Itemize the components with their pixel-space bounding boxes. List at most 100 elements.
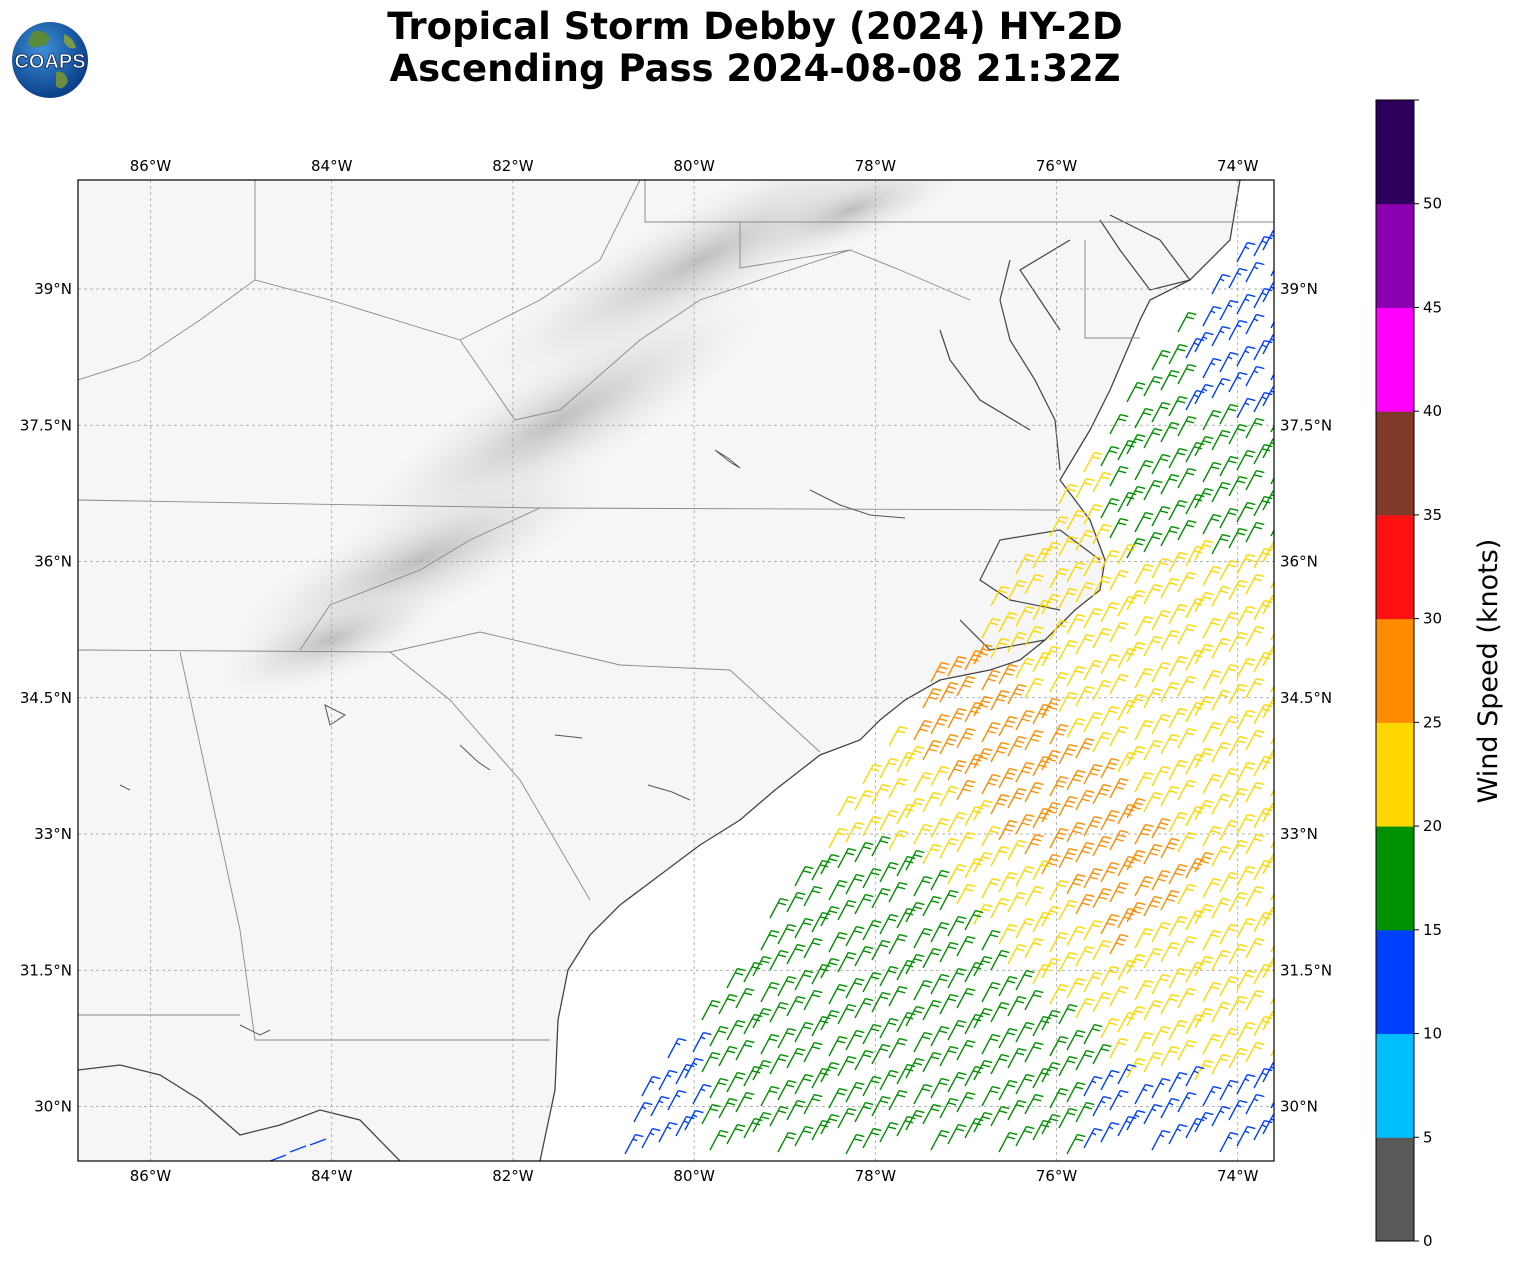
wind-barb-feather <box>890 1121 899 1126</box>
wind-barb-staff <box>1151 1078 1163 1099</box>
wind-barb-staff <box>1117 752 1129 773</box>
lon-tick-bottom: 74°W <box>1217 1167 1259 1185</box>
wind-barb-feather <box>1154 791 1163 796</box>
wind-barb-feather <box>1205 591 1214 596</box>
wind-barb-feather <box>916 1109 925 1114</box>
wind-barb-feather <box>1052 697 1061 702</box>
wind-barb-staff <box>726 1020 738 1041</box>
wind-barb-feather <box>1142 620 1152 624</box>
wind-barb-feather <box>743 1096 753 1100</box>
wind-barb-feather <box>777 1006 787 1010</box>
wind-barb-staff <box>930 818 942 839</box>
wind-barb-feather <box>950 941 959 946</box>
wind-barb-feather <box>1125 1016 1135 1020</box>
wind-barb-feather <box>1236 896 1246 900</box>
wind-barb-staff <box>964 1066 976 1087</box>
wind-barb-feather <box>964 888 974 892</box>
wind-barb-staff <box>1143 844 1155 865</box>
wind-barb-staff <box>1177 1040 1189 1061</box>
wind-barb-staff <box>1117 440 1129 461</box>
wind-barb-feather <box>1279 365 1283 367</box>
wind-barb-feather <box>1069 1107 1078 1112</box>
wind-barb-feather <box>1047 758 1056 762</box>
wind-barb-feather <box>1001 1001 1010 1006</box>
wind-barb-feather <box>984 1111 993 1116</box>
wind-barb-feather <box>941 1025 950 1030</box>
wind-barb-feather <box>1023 610 1033 614</box>
wind-barb-feather <box>870 1028 880 1032</box>
wind-barb-feather <box>836 936 846 940</box>
wind-barb-staff <box>1160 1098 1172 1119</box>
wind-barb-feather <box>1066 1008 1076 1012</box>
wind-barb-feather <box>989 934 999 938</box>
wind-barb-feather <box>1043 911 1052 916</box>
wind-barb-feather <box>1052 1009 1061 1014</box>
wind-barb-staff <box>803 1094 815 1115</box>
wind-barb-feather <box>921 1036 931 1040</box>
wind-barb-feather <box>1013 796 1022 800</box>
wind-barb-feather <box>1032 1046 1042 1050</box>
wind-barb-feather <box>1094 867 1103 872</box>
wind-barb-feather <box>1032 786 1042 790</box>
wind-barb-feather <box>1202 388 1208 392</box>
wind-barb-feather <box>1009 923 1018 928</box>
wind-barb-staff <box>675 1116 687 1137</box>
wind-barb-feather <box>1142 412 1152 416</box>
wind-barb-feather <box>955 712 965 716</box>
wind-barb-feather <box>972 1070 982 1074</box>
wind-barb-feather <box>788 975 797 980</box>
wind-barb-feather <box>930 1056 940 1060</box>
wind-barb-feather <box>1171 889 1180 894</box>
wind-barb-feather <box>916 1005 925 1010</box>
lat-tick-left: 33°N <box>34 825 72 843</box>
wind-barb-staff <box>1134 720 1146 741</box>
wind-barb-staff <box>828 1088 840 1109</box>
wind-barb-feather <box>998 850 1008 854</box>
wind-barb-feather <box>1219 434 1229 438</box>
wind-barb-staff <box>1211 326 1223 347</box>
wind-barb-feather <box>1006 772 1016 776</box>
wind-barb-feather <box>1043 807 1052 812</box>
wind-barb-feather <box>1219 590 1229 594</box>
wind-barb-staff <box>794 1126 806 1147</box>
wind-barb-staff <box>1117 804 1129 825</box>
wind-barb-feather <box>1086 529 1095 534</box>
wind-barb-staff <box>684 1110 696 1131</box>
wind-barb-staff <box>930 662 942 683</box>
wind-barb-feather <box>967 1091 976 1096</box>
wind-barb-feather <box>1261 916 1271 920</box>
wind-barb-feather <box>865 997 874 1002</box>
wind-barb-feather <box>1176 1076 1182 1080</box>
wind-barb-feather <box>1281 1037 1289 1039</box>
wind-barb-staff <box>922 792 934 813</box>
wind-barb-staff <box>837 900 849 921</box>
wind-barb-feather <box>1162 349 1171 354</box>
wind-barb-feather <box>746 1091 755 1096</box>
wind-barb-feather <box>1179 1071 1188 1076</box>
wind-barb-feather <box>1247 605 1256 610</box>
wind-barb-feather <box>975 1117 984 1122</box>
wind-barb-staff <box>1219 508 1231 529</box>
wind-barb-feather <box>836 884 846 888</box>
wind-barb-feather <box>1247 345 1256 350</box>
wind-barb-feather <box>1222 1105 1231 1110</box>
wind-barb-staff <box>888 1090 900 1111</box>
wind-barb-feather <box>1023 766 1033 770</box>
wind-barb-staff <box>1185 1066 1197 1087</box>
wind-barb-staff <box>896 908 908 929</box>
wind-barb-feather <box>882 783 891 788</box>
wind-barb-feather <box>1193 498 1203 502</box>
wind-barb-feather <box>1213 409 1222 414</box>
wind-barb-feather <box>1270 650 1274 653</box>
wind-barb-feather <box>1086 1101 1095 1106</box>
wind-barb-feather <box>1154 687 1163 692</box>
wind-barb-staff <box>1202 462 1214 483</box>
wind-barb-feather <box>1256 885 1265 890</box>
wind-barb-feather <box>1091 1080 1097 1084</box>
wind-barb-staff <box>1092 732 1104 753</box>
wind-barb-feather <box>1159 1082 1165 1086</box>
wind-barb-staff <box>1066 874 1078 895</box>
wind-barb-feather <box>836 832 846 836</box>
wind-barb-staff <box>743 1066 755 1087</box>
lon-tick-bottom: 78°W <box>855 1167 897 1185</box>
